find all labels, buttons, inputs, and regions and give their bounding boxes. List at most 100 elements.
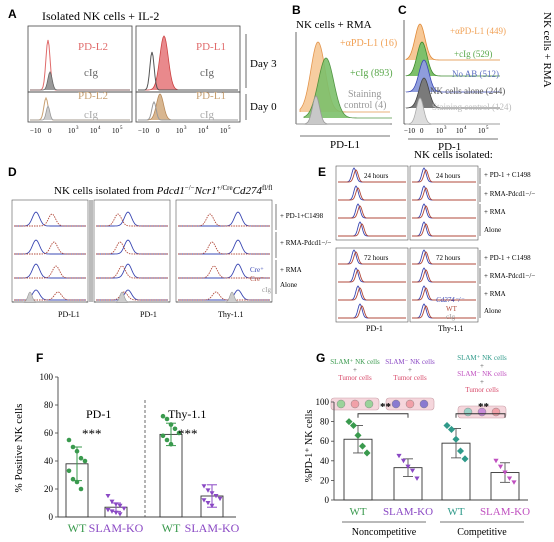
panel-d-frame-2: [175, 199, 273, 303]
panel-g-point-2-2: [452, 435, 460, 443]
panel-e-hist-red-0-1-2: [412, 205, 476, 219]
panel-a-label-pdl1-day3: PD-L1: [196, 41, 226, 53]
panel-g-point-1-0: [396, 453, 402, 459]
panel-g-point-0-4: [363, 449, 371, 457]
panel-a-tick-1e3-r: 10: [176, 127, 184, 135]
panel-d-hist-red-1-3: [96, 291, 168, 301]
panel-c-letter: C: [398, 3, 407, 17]
panel-d-legend-cre-minus: Cre⁻: [250, 275, 264, 283]
panel-f-bar-2: [159, 433, 183, 518]
panel-g-sig-2: **: [478, 401, 490, 413]
panel-c-xticks: −10 0 10 3 10 4 10 5: [404, 126, 489, 135]
panel-g-point-2-3: [456, 447, 465, 455]
panel-g-icon-label-1-2: Tumor cells: [393, 374, 427, 382]
panel-g-xlabel-4: SLAM-KO: [480, 506, 530, 518]
panel-d-hist-blue-0-1: [14, 239, 86, 255]
panel-f-group-thy11: Thy-1.1: [168, 407, 206, 421]
panel-g-ytick-label-3: 60: [320, 436, 330, 446]
panel-g-point-3-0: [493, 458, 499, 464]
panel-g-point-1-1: [400, 458, 407, 464]
panel-g-xlabel-2: SLAM-KO: [383, 506, 433, 518]
panel-f-point-2-6: [164, 437, 170, 443]
panel-c-tick-1e4-exp: 4: [464, 126, 467, 131]
panel-d-hist-blue-0-3: [14, 289, 86, 301]
panel-f-point-2-4: [176, 430, 182, 436]
panel-d-axis-pdl1: PD-L1: [58, 310, 80, 319]
panel-f-point-0-5: [66, 468, 72, 474]
panel-e-hist-red-0-0-3: [338, 223, 406, 237]
panel-g-point-0-1: [349, 421, 358, 430]
panel-d-hist-blue-2-3: [178, 289, 270, 301]
panel-f-ytick-label-0: 0: [49, 512, 54, 522]
panel-f-point-1-7: [113, 510, 119, 516]
panel-d-frame-1: [93, 199, 171, 303]
panel-g-point-2-4: [461, 455, 469, 463]
panel-f-xlabel-2: SLAM-KO: [89, 521, 144, 535]
panel-a-tick-1e4: 10: [90, 127, 98, 135]
panel-g-icon-label-1-0: SLAM⁻ NK cells: [385, 358, 435, 366]
panel-e-hist-red-1-0-1: [338, 269, 406, 283]
panel-f-point-3-0: [201, 484, 207, 489]
panel-f-point-1-1: [109, 499, 115, 504]
panel-c-hist-nkalone: [405, 77, 500, 109]
panel-d-hist-blue-2-1: [178, 239, 270, 255]
panel-g-point-3-2: [502, 470, 508, 475]
panel-c-hist-apdl1: [405, 23, 500, 61]
panel-f-point-0-7: [74, 479, 80, 485]
panel-e-hist-red-1-1-1: [412, 269, 476, 283]
panel-f-ytick-label-1: 20: [44, 484, 54, 494]
panel-f-point-3-7: [209, 503, 215, 509]
panel-a-hist-cig-day0-right: [138, 100, 238, 121]
panel-f-point-2-0: [160, 413, 166, 419]
panel-g-icon-label-2-2: SLAM⁻ NK cells: [457, 370, 507, 378]
panel-c-hist-noab: [405, 59, 500, 93]
panel-d-axis-pd1: PD-1: [140, 310, 157, 319]
panel-a-label-cig-day3-right: cIg: [200, 67, 215, 79]
panel-g-icon-label-0-2: Tumor cells: [338, 374, 372, 382]
panel-f-point-1-6: [109, 509, 115, 514]
panel-c-tick-neg: −10: [404, 127, 415, 135]
panel-f-point-3-3: [213, 494, 219, 499]
panel-d-row-1: + PD-1+C1498: [280, 212, 324, 220]
panel-f-xlabel-3: WT: [162, 521, 181, 535]
panel-g-ytick-label-4: 80: [320, 417, 330, 427]
panel-g-cell-0-2: [364, 399, 374, 409]
panel-b-title: NK cells + RMA: [296, 19, 372, 31]
panel-c-legend-cig: +cIg (529): [454, 49, 492, 59]
panel-e-row-bottom-2: + RMA-Pdcd1−/−: [484, 272, 535, 280]
panel-f-point-1-0: [105, 494, 111, 499]
panel-e-hist-blue-0-0-3: [338, 221, 406, 237]
panel-d-row-2: + RMA-Pdcd1−/−: [280, 239, 331, 247]
panel-e-frame-1-0: [335, 247, 409, 323]
panel-a-label-pdl2-day3: PD-L2: [78, 41, 108, 53]
panel-f-point-1-5: [105, 508, 111, 513]
panel-e-time-2: 24 hours: [436, 172, 461, 180]
panel-d-hist-blue-2-0: [178, 211, 270, 227]
panel-e-hist-blue-0-0-2: [338, 203, 406, 219]
panel-f-point-0-0: [66, 437, 72, 443]
panel-e-time-3: 72 hours: [364, 254, 389, 262]
panel-g-sig-bracket-1: [357, 413, 409, 418]
panel-e-frame-0-1: [409, 165, 479, 241]
panel-b-letter: B: [292, 3, 301, 17]
panel-e-hist-red-1-1-3: [412, 305, 476, 319]
panel-g-point-1-2: [405, 464, 411, 470]
panel-d-title-gene3: Cd274: [233, 185, 263, 197]
panel-f-point-3-4: [217, 496, 223, 502]
panel-a-tick-zero: 0: [48, 127, 52, 135]
panel-f-point-2-2: [168, 422, 174, 427]
panel-g-group-noncompetitive: Noncompetitive: [352, 527, 417, 538]
panel-b-legend-cig: +cIg (893): [350, 68, 393, 79]
panel-g-cell-0-1: [350, 399, 360, 409]
panel-a-row-day3: Day 3: [250, 58, 277, 70]
panel-a-frame-2: [135, 25, 241, 93]
panel-g-point-3-1: [497, 464, 504, 470]
panel-a-tick-1e5-r: 10: [220, 127, 228, 135]
panel-d-hist-red-0-2: [14, 265, 86, 279]
panel-a-hist-cig-day3-right: [138, 51, 238, 91]
panel-e-row-top-2: + RMA-Pdcd1−/−: [484, 190, 535, 198]
panel-f-point-0-3: [78, 455, 84, 461]
panel-f-point-3-6: [205, 501, 211, 506]
panel-g-cell-0-0: [336, 399, 346, 409]
